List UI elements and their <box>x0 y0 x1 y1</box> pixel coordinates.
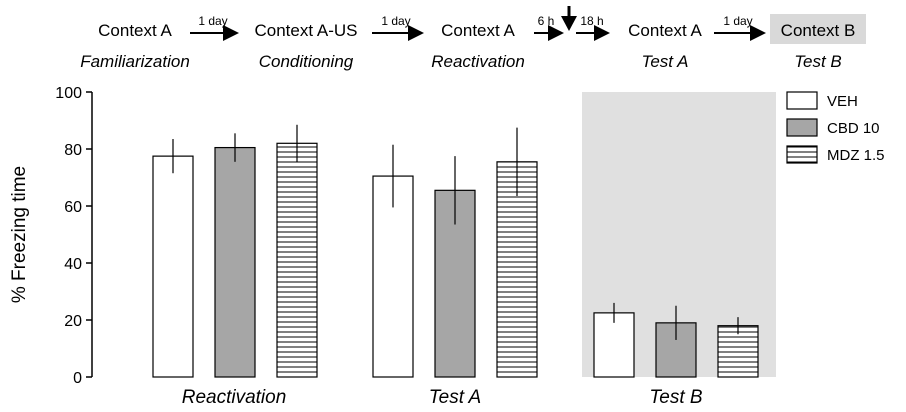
group-label-reactivation: Reactivation <box>182 387 287 408</box>
y-tick-label: 0 <box>73 370 82 387</box>
timeline-phase-1: Familiarization <box>80 52 190 71</box>
timeline-context-4: Context A <box>628 21 702 40</box>
timeline-phase-5: Test B <box>794 52 842 71</box>
timeline-context-1: Context A <box>98 21 172 40</box>
bar-veh-test-b <box>593 312 635 378</box>
y-tick-label: 20 <box>64 313 82 330</box>
timeline-phase-2: Conditioning <box>259 52 354 71</box>
y-tick-label: 100 <box>55 85 82 102</box>
y-tick-label: 80 <box>64 142 82 159</box>
bars <box>152 124 759 378</box>
y-axis-label: % Freezing time <box>9 166 30 303</box>
legend-swatch <box>786 145 818 164</box>
timeline-context-5: Context B <box>781 21 856 40</box>
y-tick-label: 60 <box>64 199 82 216</box>
bar-veh-reactivation <box>152 155 194 378</box>
context-b-highlight <box>770 14 866 44</box>
legend: VEH CBD 10 MDZ 1.5 <box>786 91 885 164</box>
legend-swatch <box>786 118 818 137</box>
timeline-interval-5: 1 day <box>723 14 752 28</box>
legend-label: VEH <box>827 93 858 110</box>
timeline-context-2: Context A-US <box>255 21 358 40</box>
bar-mdz-1-5-test-a <box>496 161 538 378</box>
y-axis: 0 20 40 60 80 100 <box>55 85 93 387</box>
timeline-interval-2: 1 day <box>381 14 410 28</box>
bar-cbd-10-reactivation <box>214 146 256 378</box>
legend-label: CBD 10 <box>827 120 880 137</box>
timeline-context-3: Context A <box>441 21 515 40</box>
y-tick-label: 40 <box>64 256 82 273</box>
group-label-test-a: Test A <box>429 387 481 408</box>
timeline-phase-3: Reactivation <box>431 52 525 71</box>
group-label-test-b: Test B <box>649 387 702 408</box>
timeline-interval-1: 1 day <box>198 14 227 28</box>
timeline-phase-4: Test A <box>642 52 689 71</box>
legend-label: MDZ 1.5 <box>827 147 885 164</box>
timeline: Context A Familiarization Context A-US C… <box>80 6 866 71</box>
legend-swatch <box>786 91 818 110</box>
timeline-interval-3: 6 h <box>538 14 555 28</box>
group-labels: Reactivation Test A Test B <box>182 387 703 408</box>
timeline-interval-4: 18 h <box>580 14 603 28</box>
bar-chart: 0 20 40 60 80 100 % Freezing time Reactivatio… <box>9 85 885 408</box>
bar-mdz-1-5-reactivation <box>276 142 318 378</box>
injection-marker-arrow <box>561 16 577 31</box>
